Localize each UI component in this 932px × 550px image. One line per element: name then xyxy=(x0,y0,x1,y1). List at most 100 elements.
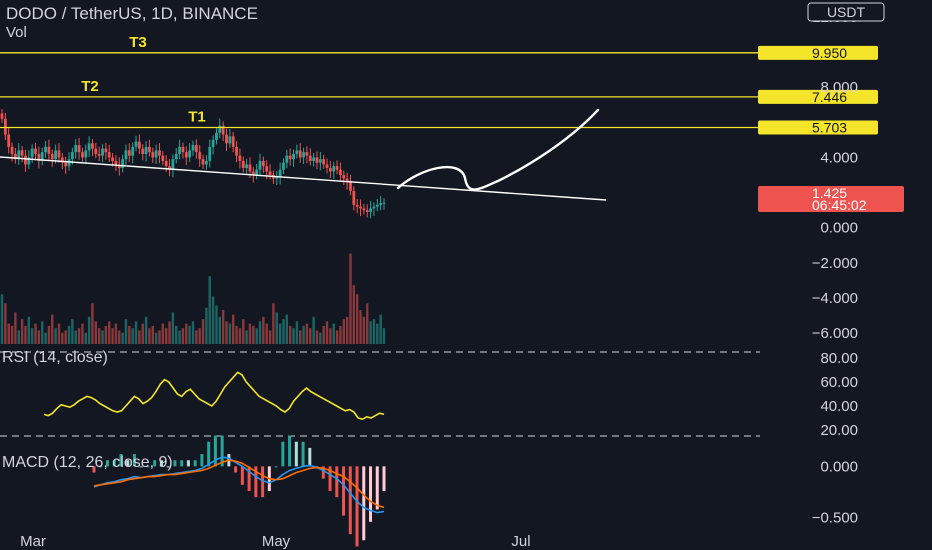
macd-histogram-bar xyxy=(240,466,244,485)
volume-bar xyxy=(17,330,20,344)
candle-body xyxy=(14,153,17,160)
volume-bar xyxy=(74,330,77,344)
candle-body xyxy=(74,145,78,153)
currency-badge[interactable] xyxy=(807,2,885,22)
macd-histogram-bar xyxy=(288,435,292,467)
volume-bar xyxy=(141,323,144,344)
projection-drawing[interactable] xyxy=(396,108,600,191)
volume-bar xyxy=(97,328,101,344)
candle-body xyxy=(67,159,71,167)
target-price-value: 5.703 xyxy=(812,119,847,135)
candle-body xyxy=(24,155,27,165)
volume-bar xyxy=(305,323,309,344)
volume-bars xyxy=(0,253,386,344)
volume-bar xyxy=(332,323,335,344)
volume-bar xyxy=(34,323,37,344)
volume-bar xyxy=(215,305,218,344)
volume-bar xyxy=(225,321,228,344)
volume-bar xyxy=(255,328,258,344)
rsi-line xyxy=(43,371,385,421)
price-candles xyxy=(0,109,386,219)
candle-body xyxy=(325,164,329,168)
volume-bar xyxy=(295,321,299,344)
volume-bar xyxy=(312,316,315,344)
volume-bar xyxy=(124,319,128,344)
candle-body xyxy=(87,143,91,151)
candle-body xyxy=(225,134,228,144)
candle-body xyxy=(117,164,121,168)
volume-bar xyxy=(379,314,382,344)
volume-bar xyxy=(188,325,191,344)
candle-body xyxy=(181,146,185,153)
candle-body xyxy=(168,166,171,170)
candle-body xyxy=(318,159,322,163)
currency-label: USDT xyxy=(827,4,866,20)
x-tick-label: Jul xyxy=(511,533,530,550)
volume-bar xyxy=(138,330,141,344)
candle-body xyxy=(40,152,44,161)
volume-bar xyxy=(164,328,168,344)
candle-body xyxy=(332,166,336,172)
volume-bar xyxy=(44,332,47,344)
volume-bar xyxy=(77,328,81,344)
volume-bar xyxy=(61,332,64,344)
volume-bar xyxy=(144,316,148,344)
volume-bar xyxy=(325,321,329,344)
candle-body xyxy=(174,153,178,160)
x-tick-label: Mar xyxy=(20,533,46,550)
candle-body xyxy=(208,146,212,161)
target-price-value: 9.950 xyxy=(812,45,847,61)
macd-histogram-bar xyxy=(146,466,150,468)
candle-body xyxy=(127,150,131,156)
volume-bar xyxy=(285,314,289,344)
macd-histogram-bar xyxy=(92,466,96,473)
trendline-drawing[interactable] xyxy=(0,156,607,201)
countdown-value: 06:45:02 xyxy=(812,197,867,213)
volume-bar xyxy=(14,312,17,344)
candle-body xyxy=(7,134,11,147)
macd-histogram-bar xyxy=(132,454,136,467)
macd-histogram-bar xyxy=(153,460,157,467)
candle-body xyxy=(288,155,292,160)
volume-bar xyxy=(349,253,352,344)
candle-body xyxy=(315,157,319,163)
candle-body xyxy=(339,169,342,175)
volume-bar xyxy=(0,294,4,344)
volume-bar xyxy=(128,325,131,344)
volume-bar xyxy=(265,323,268,344)
volume-bar xyxy=(275,312,278,344)
candle-body xyxy=(191,145,195,151)
volume-bar xyxy=(20,319,24,344)
volume-bar xyxy=(118,330,121,344)
candle-body xyxy=(375,204,379,207)
grid xyxy=(0,351,760,437)
candle-body xyxy=(275,176,279,179)
candle-body xyxy=(164,160,168,167)
candle-body xyxy=(282,162,285,170)
macd-histogram-bar xyxy=(234,466,238,473)
macd-histogram-bar xyxy=(220,435,224,467)
candle-body xyxy=(148,146,151,153)
volume-bar xyxy=(211,296,215,344)
candle-body xyxy=(97,153,101,156)
macd-histogram-bar xyxy=(301,441,305,467)
volume-bar xyxy=(71,319,74,344)
candle-body xyxy=(298,150,302,158)
candle-body xyxy=(141,148,145,154)
volume-bar xyxy=(154,332,158,344)
candle-body xyxy=(268,171,272,175)
macd-histogram-bar xyxy=(166,466,170,468)
candle-body xyxy=(322,159,326,165)
macd-histogram-bar xyxy=(207,441,211,467)
volume-bar xyxy=(208,276,211,344)
candle-body xyxy=(37,153,41,161)
y-tick-label: −6.000 xyxy=(812,325,858,342)
volume-bar xyxy=(178,330,181,344)
macd-histogram-bar xyxy=(375,466,379,510)
candle-body xyxy=(171,159,175,170)
candle-body xyxy=(241,160,245,168)
volume-bar xyxy=(319,332,322,344)
candle-body xyxy=(178,146,181,154)
volume-bar xyxy=(201,319,205,344)
